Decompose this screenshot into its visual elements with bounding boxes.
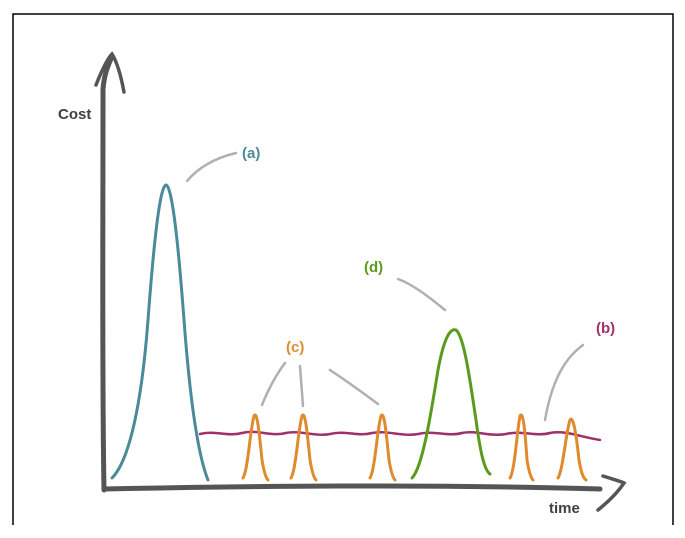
curve-a — [110, 183, 210, 482]
leader-line-a — [185, 151, 238, 183]
label-c: (c) — [286, 339, 304, 356]
curve-d — [410, 328, 492, 480]
leader-line-b — [543, 343, 585, 422]
curve-c-spike-1 — [241, 413, 270, 482]
label-b: (b) — [596, 320, 615, 337]
curve-c-spike-3 — [368, 413, 397, 482]
curve-c-spike-2 — [289, 413, 318, 482]
curve-c-spike-4 — [508, 413, 535, 482]
y-axis-arrowhead — [94, 51, 126, 94]
leader-line-c-2 — [298, 364, 305, 408]
leader-line-d — [396, 277, 447, 312]
frame-border — [12, 13, 674, 525]
y-axis-label: Cost — [58, 106, 91, 123]
x-axis-arrowhead — [596, 474, 627, 512]
curve-c-spike-5 — [556, 417, 588, 482]
label-a: (a) — [242, 145, 260, 162]
label-d: (d) — [364, 259, 383, 276]
leader-line-c-3 — [328, 368, 380, 406]
y-axis — [100, 53, 115, 493]
curve-b — [198, 430, 602, 442]
leader-line-c-1 — [260, 361, 287, 407]
x-axis — [101, 483, 603, 492]
x-axis-label: time — [549, 500, 580, 517]
